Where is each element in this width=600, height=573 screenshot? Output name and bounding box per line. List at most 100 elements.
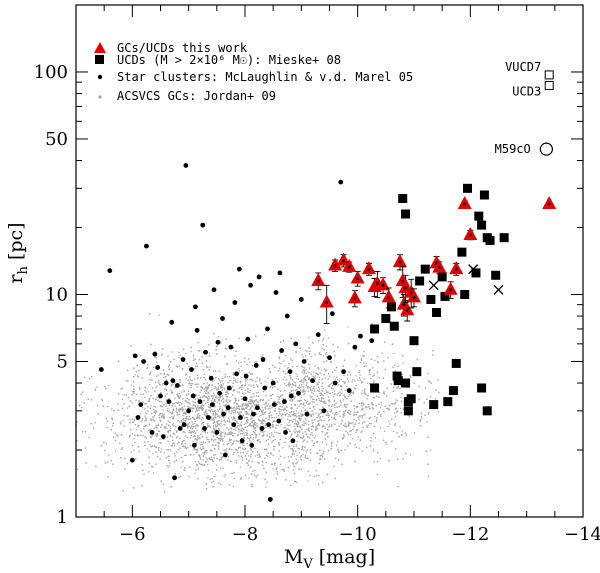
acsvcs-gc-point <box>244 474 247 477</box>
acsvcs-gc-point <box>204 442 207 444</box>
acsvcs-gc-point <box>219 384 221 386</box>
acsvcs-gc-point <box>294 389 297 391</box>
acsvcs-gc-point <box>88 377 91 380</box>
acsvcs-gc-point <box>150 343 152 346</box>
acsvcs-gc-point <box>253 474 256 476</box>
acsvcs-gc-point <box>312 405 315 407</box>
acsvcs-gc-point <box>328 405 330 407</box>
acsvcs-gc-point <box>216 469 218 471</box>
acsvcs-gc-point <box>192 431 195 433</box>
acsvcs-gc-point <box>368 382 371 385</box>
acsvcs-gc-point <box>233 428 235 431</box>
acsvcs-gc-point <box>235 380 237 383</box>
acsvcs-gc-point <box>202 424 205 427</box>
acsvcs-gc-point <box>169 462 171 464</box>
acsvcs-gc-point <box>322 344 325 346</box>
acsvcs-gc-point <box>154 356 157 359</box>
acsvcs-gc-point <box>231 432 234 434</box>
acsvcs-gc-point <box>224 420 226 423</box>
acsvcs-gc-point <box>94 422 96 424</box>
acsvcs-gc-point <box>225 400 227 402</box>
acsvcs-gc-point <box>321 419 323 422</box>
acsvcs-gc-point <box>258 438 260 441</box>
acsvcs-gc-point <box>249 418 252 420</box>
acsvcs-gc-point <box>319 412 322 414</box>
acsvcs-gc-point <box>248 361 251 363</box>
acsvcs-gc-point <box>250 473 253 475</box>
acsvcs-gc-point <box>215 416 217 419</box>
acsvcs-gc-point <box>299 436 302 438</box>
acsvcs-gc-point <box>283 376 286 378</box>
acsvcs-gc-point <box>311 439 313 442</box>
acsvcs-gc-point <box>160 442 162 444</box>
acsvcs-gc-point <box>272 364 274 367</box>
acsvcs-gc-point <box>317 339 320 342</box>
acsvcs-gc-point <box>203 413 205 416</box>
acsvcs-gc-point <box>246 452 248 455</box>
acsvcs-gc-point <box>319 416 322 418</box>
acsvcs-gc-point <box>219 439 221 441</box>
acsvcs-gc-point <box>224 376 226 378</box>
acsvcs-gc-point <box>218 415 220 417</box>
acsvcs-gc-point <box>105 417 108 420</box>
acsvcs-gc-point <box>219 459 221 461</box>
acsvcs-gc-point <box>390 383 392 385</box>
acsvcs-gc-point <box>167 420 170 423</box>
acsvcs-gc-point <box>150 419 153 422</box>
acsvcs-gc-point <box>294 414 297 417</box>
acsvcs-gc-point <box>241 442 243 445</box>
acsvcs-gc-point <box>244 403 247 406</box>
acsvcs-gc-point <box>131 444 134 447</box>
acsvcs-gc-point <box>267 399 270 402</box>
acsvcs-gc-point <box>253 361 256 363</box>
acsvcs-gc-point <box>219 434 221 437</box>
acsvcs-gc-point <box>217 448 220 450</box>
acsvcs-gc-point <box>330 382 333 384</box>
acsvcs-gc-point <box>175 411 177 413</box>
acsvcs-gc-point <box>308 336 310 339</box>
acsvcs-gc-point <box>218 427 220 429</box>
acsvcs-gc-point <box>139 434 142 436</box>
acsvcs-gc-point <box>330 408 332 410</box>
acsvcs-gc-point <box>313 386 315 388</box>
acsvcs-gc-point <box>208 397 210 400</box>
acsvcs-gc-point <box>152 397 154 400</box>
acsvcs-gc-point <box>170 445 173 447</box>
acsvcs-gc-point <box>123 414 125 417</box>
acsvcs-gc-point <box>265 471 267 473</box>
acsvcs-gc-point <box>263 333 266 336</box>
acsvcs-gc-point <box>275 377 277 379</box>
acsvcs-gc-point <box>372 375 374 378</box>
acsvcs-gc-point <box>144 402 146 405</box>
acsvcs-gc-point <box>117 403 119 405</box>
acsvcs-gc-point <box>238 431 240 433</box>
acsvcs-gc-point <box>258 433 261 435</box>
acsvcs-gc-point <box>178 413 180 415</box>
acsvcs-gc-point <box>203 411 205 413</box>
acsvcs-gc-point <box>346 374 349 376</box>
acsvcs-gc-point <box>220 425 222 427</box>
acsvcs-gc-point <box>199 391 201 393</box>
acsvcs-gc-point <box>383 410 385 413</box>
acsvcs-gc-point <box>348 371 350 373</box>
acsvcs-gc-point <box>298 417 300 419</box>
acsvcs-gc-point <box>301 445 304 448</box>
acsvcs-gc-point <box>289 415 292 417</box>
acsvcs-gc-point <box>216 426 218 428</box>
acsvcs-gc-point <box>298 384 301 386</box>
acsvcs-gc-point <box>196 463 198 466</box>
acsvcs-gc-point <box>402 457 404 460</box>
acsvcs-gc-point <box>332 387 335 390</box>
acsvcs-gc-point <box>194 425 197 427</box>
acsvcs-gc-point <box>323 400 326 403</box>
acsvcs-gc-point <box>332 371 334 373</box>
acsvcs-gc-point <box>261 355 263 358</box>
acsvcs-gc-point <box>235 407 238 410</box>
acsvcs-gc-point <box>298 423 300 425</box>
acsvcs-gc-point <box>132 392 135 394</box>
acsvcs-gc-point <box>209 406 212 408</box>
acsvcs-gc-point <box>309 452 312 454</box>
acsvcs-gc-point <box>270 397 272 400</box>
acsvcs-gc-point <box>305 402 308 404</box>
acsvcs-gc-point <box>274 366 276 368</box>
